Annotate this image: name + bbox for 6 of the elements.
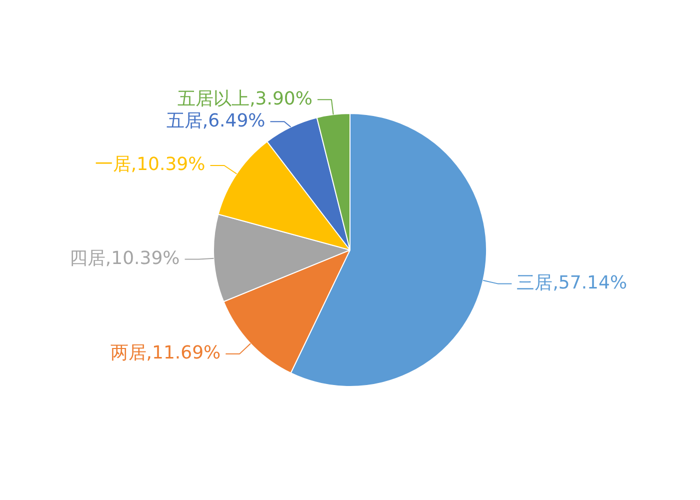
slice-label: 四居,10.39% — [69, 248, 180, 269]
slice-label: 五居以上,3.90% — [178, 88, 312, 110]
slice-label: 两居,11.69% — [110, 342, 221, 364]
slice-label: 一居,10.39% — [94, 154, 206, 176]
slice-label: 五居,6.49% — [166, 110, 266, 132]
slice-label: 三居,57.14% — [516, 272, 628, 294]
